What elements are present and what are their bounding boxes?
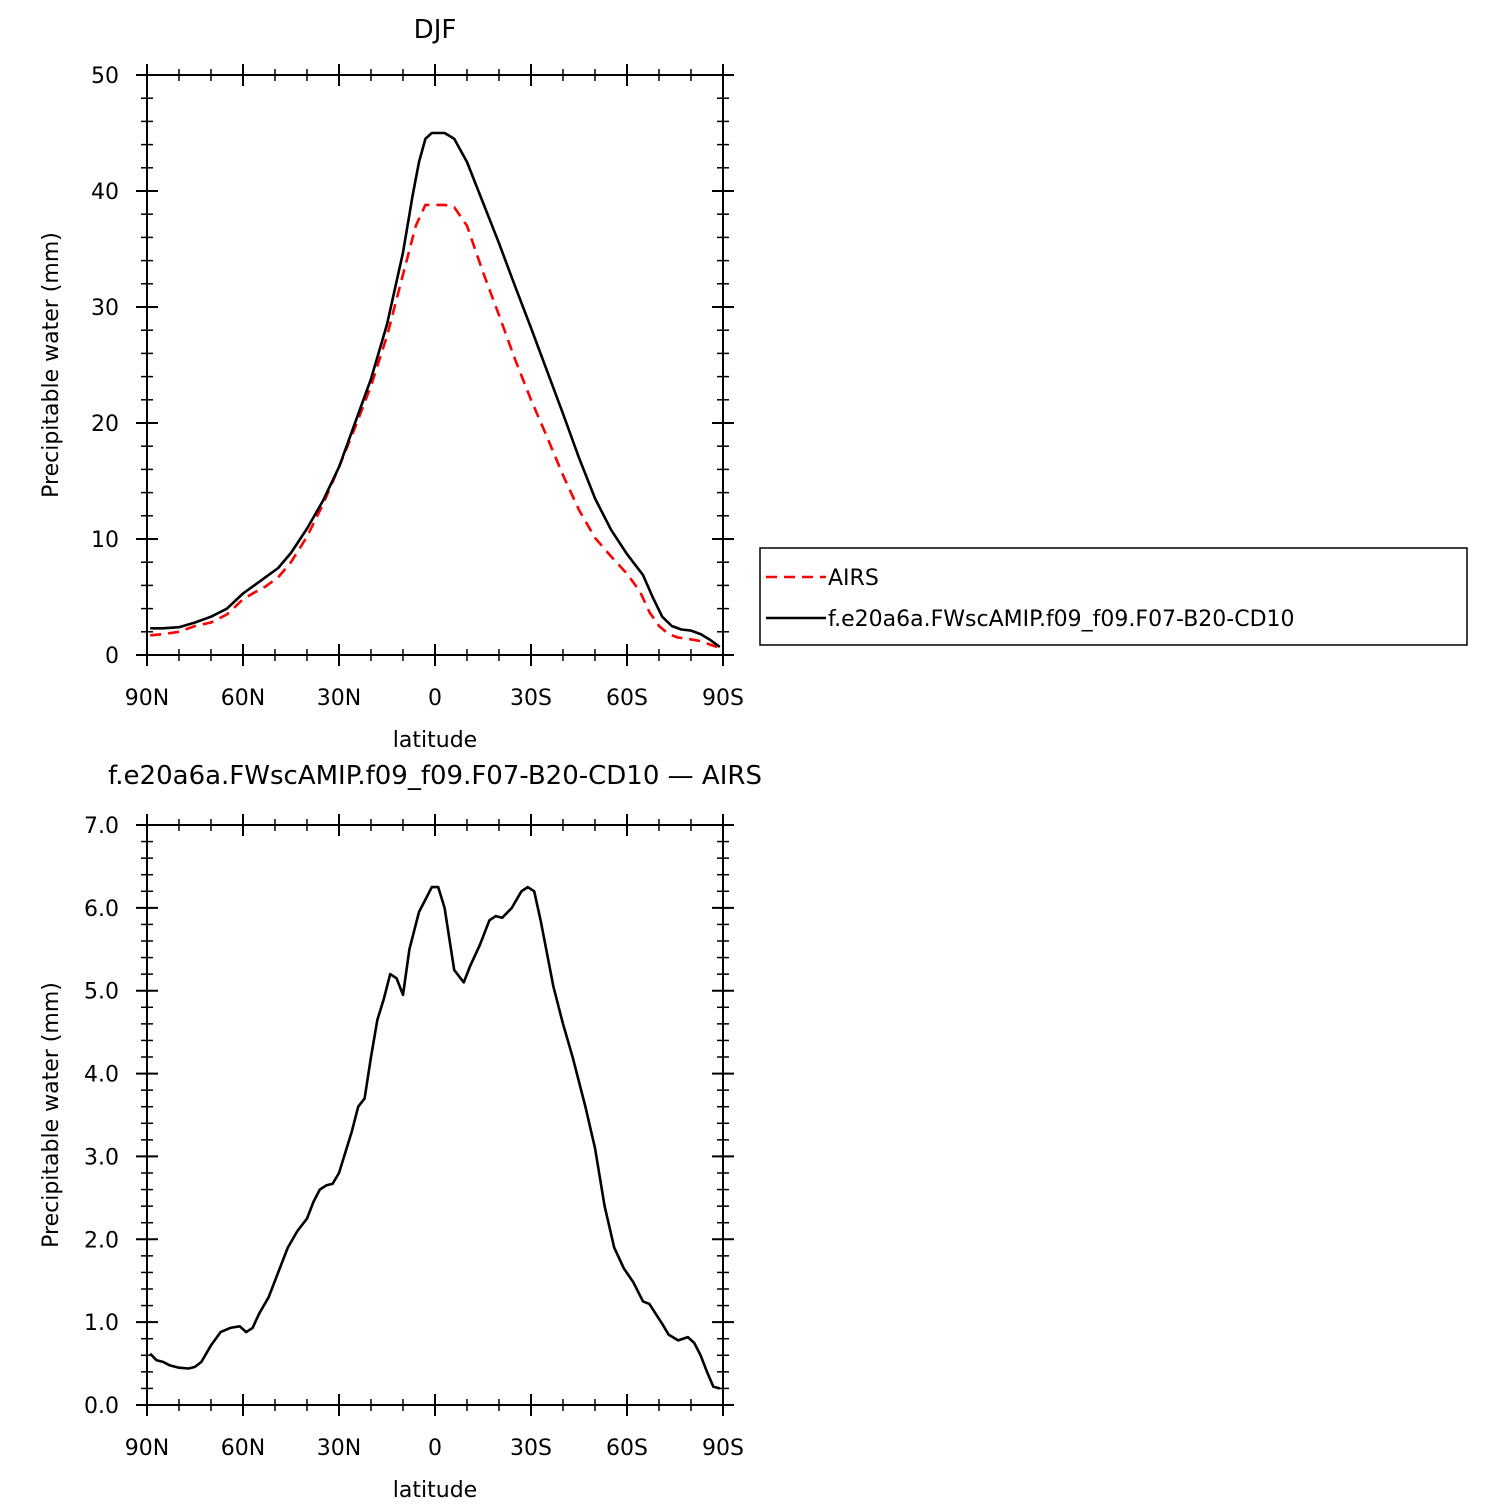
series-line-0	[149, 885, 721, 1390]
y-tick-label: 7.0	[84, 814, 119, 839]
x-tick-label: 30N	[317, 1436, 361, 1461]
chart-title: DJF	[414, 15, 457, 45]
y-tick-label: 10	[91, 528, 119, 553]
y-tick-label: 5.0	[84, 980, 119, 1005]
y-tick-label: 30	[91, 296, 119, 321]
y-tick-label: 6.0	[84, 897, 119, 922]
plot-frame	[146, 824, 724, 1406]
y-tick-label: 20	[91, 412, 119, 437]
y-tick-label: 50	[91, 64, 119, 89]
y-tick-label: 0.0	[84, 1394, 119, 1419]
bottom-plot-panel: f.e20a6a.FWscAMIP.f09_f09.F07-B20-CD10 —…	[39, 761, 762, 1503]
series-line-f-e20a6a-fwscamip-f09-f09-f07-b20-cd10	[150, 131, 721, 648]
legend: AIRS f.e20a6a.FWscAMIP.f09_f09.F07-B20-CD…	[759, 547, 1468, 646]
x-tick-label: 30N	[317, 686, 361, 711]
x-tick-label: 90S	[702, 686, 744, 711]
y-axis-label: Precipitable water (mm)	[39, 982, 64, 1248]
series-line-airs	[150, 203, 721, 650]
y-tick-label: 0	[105, 644, 119, 669]
x-tick-label: 30S	[510, 686, 552, 711]
x-tick-label: 90S	[702, 1436, 744, 1461]
x-axis-label: latitude	[393, 728, 477, 753]
x-axis-label: latitude	[393, 1478, 477, 1503]
top-plot-panel: DJF 90N 60N 30N 0 30S 60S 90S 0 10 20 30 40 50 latitud…	[39, 15, 744, 753]
x-tick-label: 60S	[606, 1436, 648, 1461]
legend-entry-label: AIRS	[828, 566, 879, 591]
y-tick-label: 4.0	[84, 1063, 119, 1088]
y-axis-label: Precipitable water (mm)	[39, 232, 64, 498]
x-tick-label: 0	[428, 1436, 442, 1461]
x-tick-label: 60N	[221, 1436, 265, 1461]
x-tick-label: 0	[428, 686, 442, 711]
legend-box	[759, 547, 1468, 646]
y-tick-label: 40	[91, 180, 119, 205]
chart-title: f.e20a6a.FWscAMIP.f09_f09.F07-B20-CD10 —…	[108, 761, 762, 791]
y-tick-label: 2.0	[84, 1228, 119, 1253]
x-tick-label: 30S	[510, 1436, 552, 1461]
y-tick-label: 3.0	[84, 1145, 119, 1170]
x-tick-label: 60N	[221, 686, 265, 711]
legend-entry-label: f.e20a6a.FWscAMIP.f09_f09.F07-B20-CD10	[828, 607, 1295, 632]
x-tick-label: 60S	[606, 686, 648, 711]
x-tick-label: 90N	[125, 686, 169, 711]
x-tick-label: 90N	[125, 1436, 169, 1461]
y-tick-label: 1.0	[84, 1311, 119, 1336]
